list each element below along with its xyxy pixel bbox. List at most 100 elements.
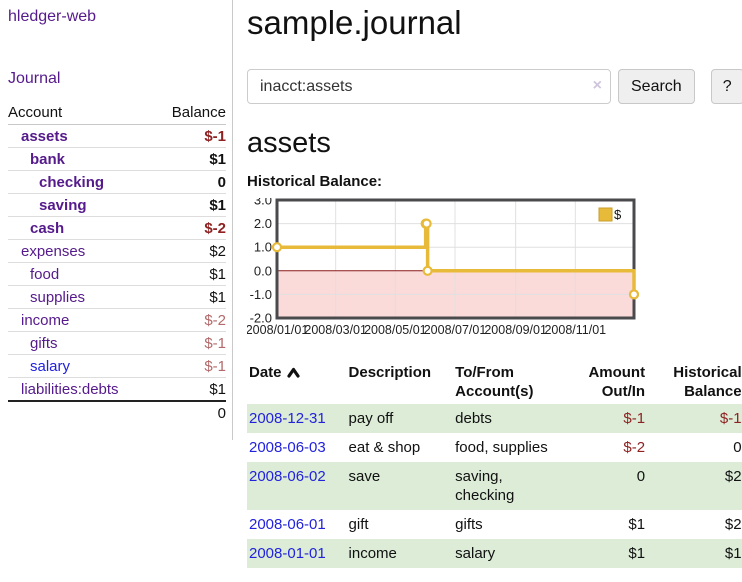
register-amount: $-1: [623, 410, 646, 427]
main-content: sample.journal × Search ? assets Histori…: [233, 0, 742, 568]
account-balance: $1: [154, 193, 226, 217]
account-balance: $-1: [154, 354, 226, 378]
account-title: assets: [247, 127, 331, 159]
register-description: save: [348, 468, 381, 485]
account-link-expenses[interactable]: expenses: [21, 242, 86, 260]
account-balance: $-1: [204, 127, 226, 145]
register-header-amount: Amount Out/In: [588, 364, 646, 400]
register-amount: $-2: [623, 439, 646, 456]
account-link-cash[interactable]: cash: [30, 219, 65, 237]
account-balance: $-1: [154, 331, 226, 355]
accounts-table: Account Balance assets $-1 bank $1 checking 0…: [8, 101, 226, 424]
account-row: assets $-1: [8, 125, 226, 148]
register-accounts: saving, checking: [455, 468, 515, 504]
accounts-total-row: 0: [8, 400, 226, 424]
register-header-accounts: To/From Account(s): [455, 364, 534, 400]
register-accounts: food, supplies: [455, 439, 548, 456]
svg-text:1.0: 1.0: [254, 240, 272, 255]
register-date-link[interactable]: 2008-06-01: [249, 516, 326, 533]
account-row: bank $1: [8, 147, 226, 171]
svg-text:2008/05/01: 2008/05/01: [364, 323, 427, 337]
search-box: ×: [247, 69, 611, 104]
brand-link[interactable]: hledger-web: [8, 8, 97, 25]
register-accounts: debts: [455, 410, 492, 427]
accounts-header-account: Account: [8, 101, 155, 125]
search-row: × Search ?: [247, 69, 742, 104]
account-balance: $-2: [154, 308, 226, 332]
register-description: income: [348, 545, 397, 562]
account-row: saving $1: [8, 193, 226, 217]
account-row: cash $-2: [8, 216, 226, 240]
register-header-balance: Historical Balance: [673, 364, 742, 400]
register-description: gift: [348, 516, 369, 533]
sidebar: hledger-web Journal Account Balance asse…: [0, 0, 233, 440]
account-balance: 0: [154, 170, 226, 194]
register-date-link[interactable]: 2008-01-01: [249, 545, 326, 562]
account-balance: $2: [154, 239, 226, 263]
svg-text:2008/09/01: 2008/09/01: [484, 323, 547, 337]
register-amount: $1: [628, 545, 646, 562]
register-accounts: salary: [455, 545, 496, 562]
search-button[interactable]: Search: [618, 69, 695, 104]
register-row: 2008-06-02 save saving, checking 0 $2: [247, 462, 742, 510]
register-balance: $2: [724, 468, 742, 485]
account-row: salary $-1: [8, 354, 226, 378]
account-link-assets[interactable]: assets: [21, 127, 68, 145]
register-balance: $-1: [719, 410, 742, 427]
historical-balance-chart: $3.0 2.0 1.0 0.0 -1.0 -2.02008/01/012008/03/0…: [247, 198, 639, 337]
register-amount: 0: [636, 468, 646, 485]
account-row: expenses $2: [8, 239, 226, 263]
account-row: checking 0: [8, 170, 226, 194]
search-input[interactable]: [247, 69, 611, 104]
register-balance: $2: [724, 516, 742, 533]
account-balance: $1: [154, 285, 226, 309]
svg-text:0.0: 0.0: [254, 263, 272, 278]
svg-text:2008/11/01: 2008/11/01: [544, 323, 606, 337]
account-link-salary[interactable]: salary: [30, 357, 71, 375]
clear-search-icon[interactable]: ×: [592, 77, 602, 94]
account-link-food[interactable]: food: [30, 265, 60, 283]
register-row: 2008-12-31 pay off debts $-1 $-1: [247, 404, 742, 433]
svg-text:2.0: 2.0: [254, 216, 272, 231]
app-window: hledger-web Journal Account Balance asse…: [0, 0, 742, 568]
account-balance: $-2: [154, 216, 226, 240]
register-balance: $1: [724, 545, 742, 562]
account-row: liabilities:debts $1: [8, 377, 226, 401]
register-header-date[interactable]: Date: [247, 360, 347, 404]
register-date-link[interactable]: 2008-06-03: [249, 439, 326, 456]
register-table: Date Description To/From Account(s) Amou…: [247, 360, 742, 568]
accounts-header-balance: Balance: [154, 101, 226, 125]
account-row: gifts $-1: [8, 331, 226, 355]
register-balance: 0: [733, 439, 742, 456]
account-link-bank[interactable]: bank: [30, 150, 66, 168]
account-link-gifts[interactable]: gifts: [30, 334, 58, 352]
help-button[interactable]: ?: [710, 69, 742, 104]
svg-text:$: $: [614, 207, 622, 222]
account-link-liabilities-debts[interactable]: liabilities:debts: [21, 380, 119, 398]
account-row: income $-2: [8, 308, 226, 332]
register-accounts: gifts: [455, 516, 483, 533]
register-description: eat & shop: [348, 439, 421, 456]
register-amount: $1: [628, 516, 646, 533]
register-header-description: Description: [348, 364, 432, 381]
chart-title: Historical Balance:: [247, 173, 383, 190]
sort-asc-icon: [286, 367, 300, 378]
register-row: 2008-01-01 income salary $1 $1: [247, 539, 742, 568]
register-table-body: 2008-12-31 pay off debts $-1 $-1 2008-06-03 ea…: [247, 404, 742, 568]
register-row: 2008-06-01 gift gifts $1 $2: [247, 510, 742, 539]
register-date-link[interactable]: 2008-06-02: [249, 468, 326, 485]
account-link-income[interactable]: income: [21, 311, 70, 329]
account-row: food $1: [8, 262, 226, 286]
svg-text:-2.0: -2.0: [250, 311, 272, 326]
account-link-saving[interactable]: saving: [39, 196, 87, 214]
sidebar-item-journal[interactable]: Journal: [8, 70, 61, 87]
account-link-supplies[interactable]: supplies: [30, 288, 86, 306]
svg-text:3.0: 3.0: [254, 198, 272, 208]
register-date-link[interactable]: 2008-12-31: [249, 410, 326, 427]
account-link-checking[interactable]: checking: [39, 173, 105, 191]
register-header-row: Date Description To/From Account(s) Amou…: [247, 360, 742, 404]
accounts-total-value: 0: [154, 400, 226, 424]
register-row: 2008-06-03 eat & shop food, supplies $-2 0: [247, 433, 742, 462]
page-title: sample.journal: [247, 4, 462, 41]
account-balance: $1: [154, 262, 226, 286]
